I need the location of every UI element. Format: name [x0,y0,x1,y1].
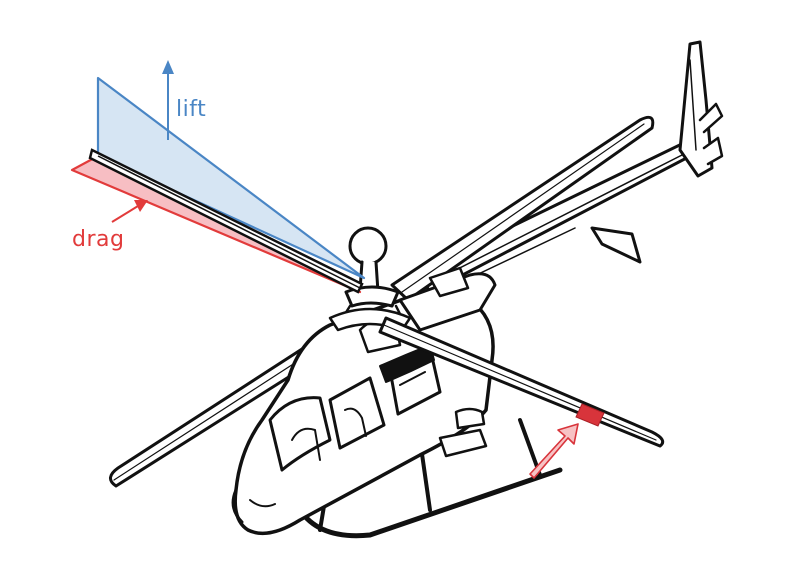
blade-section-highlight [575,403,605,427]
fuselage [231,266,497,536]
lift-label: lift [176,97,206,122]
advancing-rotor-blade [88,148,364,294]
drag-arrow-icon [111,200,148,223]
section-callout-arrow-icon [529,423,579,479]
rear-rotor-blade [390,115,655,302]
lift-force-plane [96,76,366,280]
lift-arrow-icon [162,60,174,140]
horizontal-stabilizer [590,226,642,264]
drag-label: drag [72,227,124,252]
helicopter-illustration [109,40,724,539]
tail-fin [678,40,724,178]
